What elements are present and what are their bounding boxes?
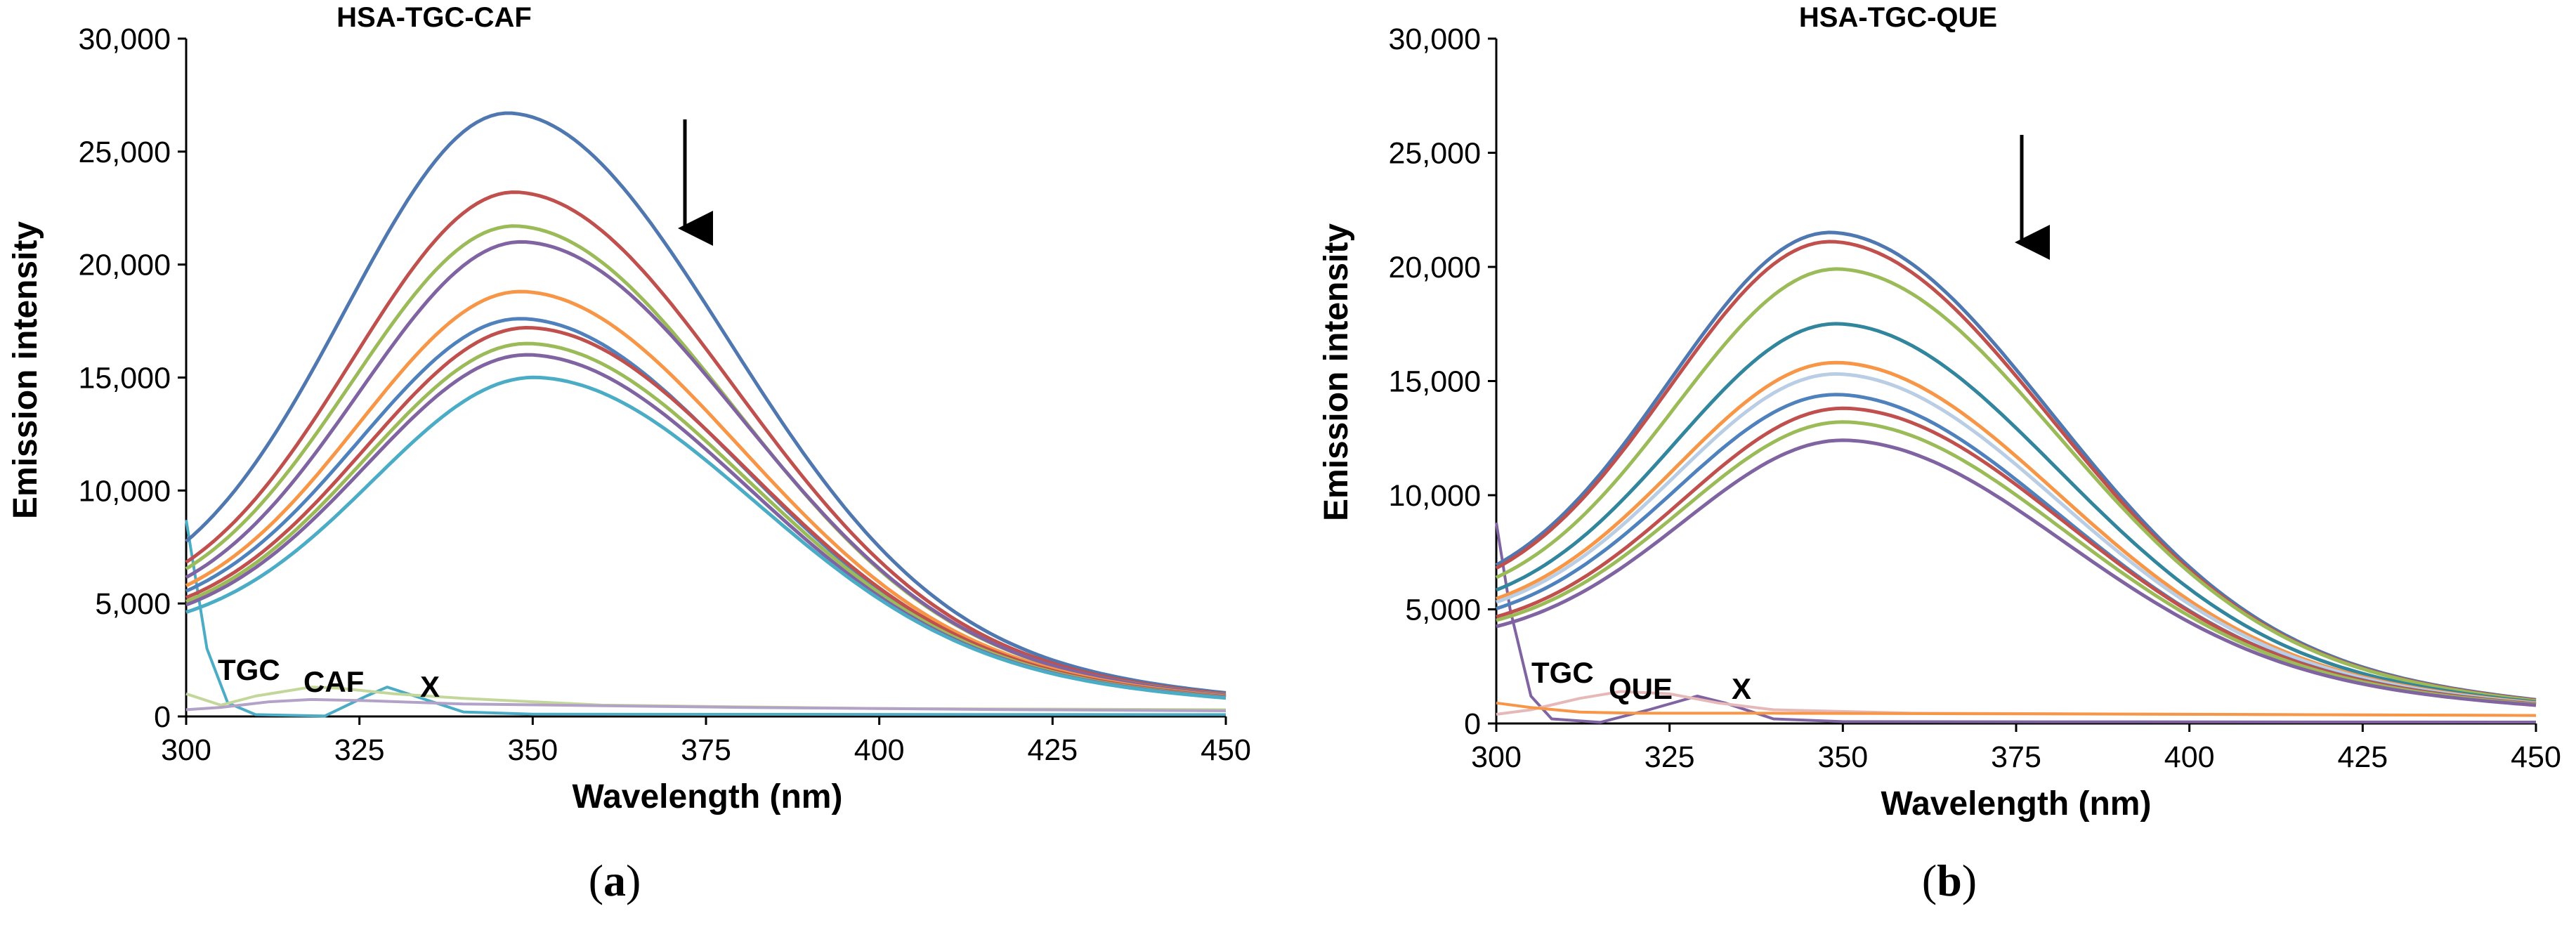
series-line-tgc [1495, 522, 2537, 724]
x-tick-label: 325 [334, 733, 385, 767]
x-tick-label: 425 [1027, 733, 1078, 767]
x-axis-label: Wavelength (nm) [1881, 785, 2152, 823]
series-line-4 [185, 240, 1227, 697]
y-tick-label: 0 [1464, 707, 1481, 741]
panel-label-a: (a) [589, 856, 641, 905]
annotation-caf: CAF [303, 665, 364, 698]
y-tick-label: 25,000 [1388, 137, 1481, 171]
y-tick-label: 30,000 [78, 22, 171, 56]
y-tick-label: 5,000 [95, 587, 171, 621]
chart-title: HSA-TGC-QUE [1799, 2, 1997, 33]
x-tick-label: 450 [2511, 740, 2561, 774]
annotation-x: X [420, 670, 440, 703]
x-tick-label: 425 [2337, 740, 2388, 774]
y-tick-label: 25,000 [78, 136, 171, 169]
series-line-10 [185, 375, 1227, 700]
chart-title: HSA-TGC-CAF [336, 2, 532, 33]
x-tick-label: 350 [1817, 740, 1868, 774]
y-tick-label: 15,000 [1388, 365, 1481, 399]
y-tick-label: 30,000 [1388, 22, 1481, 56]
y-tick-label: 0 [154, 700, 171, 734]
x-tick-label: 400 [2164, 740, 2215, 774]
y-axis-label: Emission intensity [1318, 223, 1355, 521]
chart-panel-a: HSA-TGC-CAF 0 5,000 10,000 15,000 20,000 25,0… [7, 2, 1251, 905]
x-axis-label: Wavelength (nm) [573, 778, 843, 815]
panel-label-b: (b) [1922, 856, 1977, 905]
x-tick-label: 325 [1645, 740, 1695, 774]
series-line-x [1496, 701, 2537, 717]
annotation-que: QUE [1609, 672, 1673, 705]
x-tick-label: 400 [854, 733, 905, 767]
y-tick-label: 10,000 [78, 474, 171, 508]
annotation-tgc: TGC [1531, 656, 1594, 689]
x-tick-label: 300 [1471, 740, 1522, 774]
series-line-1 [185, 111, 1227, 695]
x-tick-label: 375 [681, 733, 731, 767]
series-line-10 [1496, 438, 2537, 707]
x-tick-label: 350 [507, 733, 558, 767]
y-tick-label: 20,000 [78, 249, 171, 282]
y-axis-label: Emission intensity [7, 221, 44, 519]
series-line-5 [185, 289, 1227, 698]
series-line-3 [1495, 267, 2537, 703]
x-tick-label: 300 [161, 733, 211, 767]
annotation-x: X [1732, 672, 1751, 705]
series-line-tgc [185, 519, 1227, 718]
x-tick-label: 450 [1201, 733, 1251, 767]
y-tick-label: 20,000 [1388, 251, 1481, 284]
annotation-tgc: TGC [218, 653, 280, 686]
series-line-7 [1496, 393, 2537, 706]
series-line-9 [185, 353, 1227, 700]
series-line-9 [1496, 420, 2537, 707]
series-line-2 [185, 190, 1227, 696]
y-tick-label: 5,000 [1405, 594, 1481, 627]
chart-panel-b: HSA-TGC-QUE 0 5,000 10,000 15,000 20,000 25,0… [1318, 2, 2561, 905]
x-tick-label: 375 [1991, 740, 2041, 774]
series-line-x [185, 697, 1227, 712]
y-tick-label: 10,000 [1388, 479, 1481, 513]
series-line-6 [1496, 372, 2537, 705]
y-tick-label: 15,000 [78, 362, 171, 395]
series-line-8 [1496, 406, 2537, 706]
series-line-4 [1496, 322, 2537, 704]
